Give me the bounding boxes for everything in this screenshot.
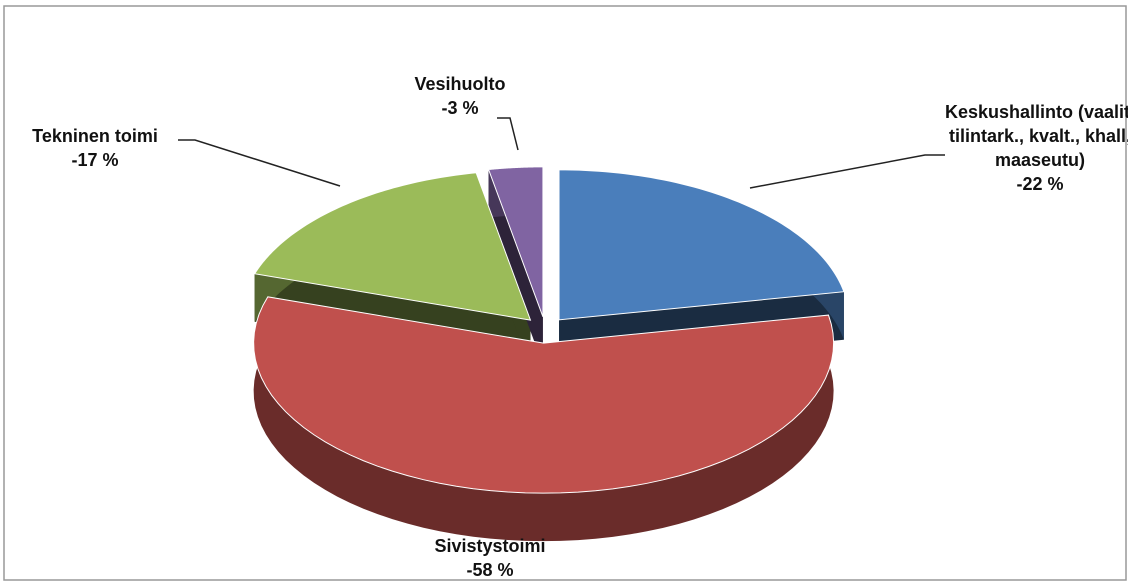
value-label: -17 % bbox=[71, 150, 119, 170]
leader-lines bbox=[178, 117, 945, 189]
data-label: Sivistystoimi -58 % bbox=[390, 534, 590, 582]
data-label: Vesihuolto -3 % bbox=[385, 72, 535, 120]
data-label: Tekninen toimi -17 % bbox=[10, 124, 180, 172]
slice bbox=[558, 169, 845, 321]
slice bbox=[487, 166, 544, 318]
leader-line bbox=[749, 154, 945, 189]
data-label: Keskushallinto (vaalit, tilintark., kval… bbox=[935, 100, 1128, 196]
category-label: Tekninen toimi bbox=[32, 126, 158, 146]
value-label: -22 % bbox=[1016, 174, 1064, 194]
value-label: -58 % bbox=[466, 560, 514, 580]
slice bbox=[253, 296, 835, 494]
value-label: -3 % bbox=[441, 98, 479, 118]
category-label: Keskushallinto (vaalit, tilintark., kval… bbox=[944, 102, 1128, 170]
category-label: Sivistystoimi bbox=[434, 536, 546, 556]
pie bbox=[253, 166, 845, 542]
chart-border bbox=[3, 5, 1127, 581]
leader-line bbox=[178, 139, 341, 187]
slice-wall bbox=[253, 296, 834, 542]
slice bbox=[253, 172, 532, 321]
category-label: Vesihuolto bbox=[414, 74, 506, 94]
leader-line bbox=[497, 117, 519, 151]
